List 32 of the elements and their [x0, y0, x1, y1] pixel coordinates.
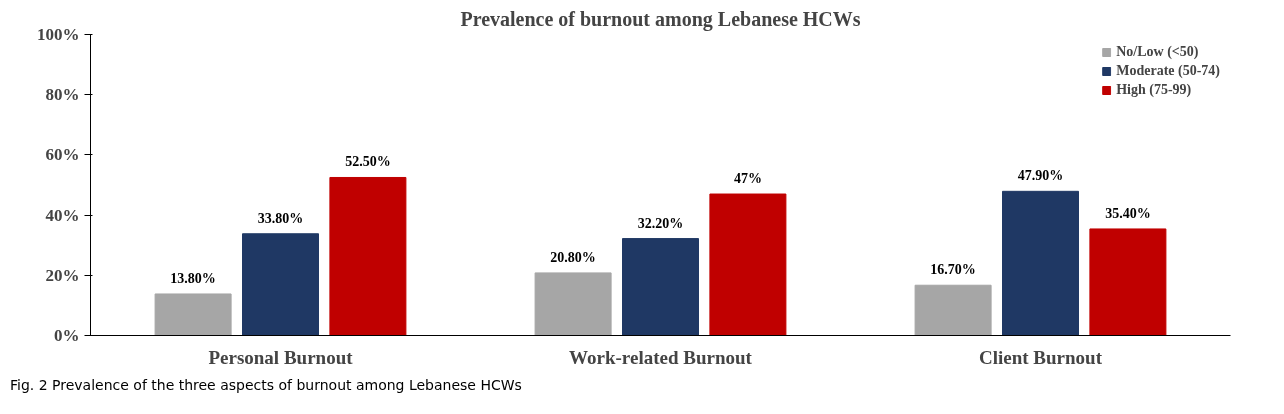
bar — [1089, 228, 1167, 336]
data-label: 47% — [733, 171, 762, 187]
bar — [709, 193, 787, 336]
y-tick-label: 0% — [54, 326, 80, 345]
data-label: 13.80% — [170, 270, 216, 286]
data-label: 16.70% — [930, 262, 976, 278]
bar — [914, 284, 992, 336]
x-tick-label: Work-related Burnout — [569, 346, 753, 368]
data-label: 33.80% — [257, 210, 304, 226]
bar — [622, 238, 699, 336]
legend-label: High (75-99) — [1116, 82, 1192, 98]
chart-title: Prevalence of burnout among Lebanese HCWs — [460, 7, 861, 31]
data-label: 20.80% — [550, 249, 596, 265]
legend-label: Moderate (50-74) — [1116, 63, 1220, 79]
x-tick-label: Personal Burnout — [208, 346, 354, 368]
y-tick-label: 100% — [37, 25, 80, 44]
y-tick-label: 40% — [45, 205, 80, 225]
x-tick-label: Client Burnout — [979, 346, 1103, 368]
data-label: 35.40% — [1105, 205, 1151, 221]
legend-label: No/Low (<50) — [1116, 44, 1199, 60]
bar — [534, 272, 612, 336]
data-label: 47.90% — [1017, 168, 1064, 184]
data-label: 52.50% — [345, 154, 391, 170]
bar — [154, 293, 232, 336]
bar — [329, 176, 407, 336]
caption: Fig. 2 Prevalence of the three aspects of burnout among Lebanese HCWs — [10, 376, 522, 395]
data-label: 32.20% — [637, 215, 684, 231]
bar — [242, 233, 319, 336]
y-tick-label: 20% — [45, 265, 80, 285]
y-tick-label: 80% — [45, 85, 80, 105]
bar — [1002, 190, 1079, 336]
y-tick-label: 60% — [45, 145, 80, 165]
